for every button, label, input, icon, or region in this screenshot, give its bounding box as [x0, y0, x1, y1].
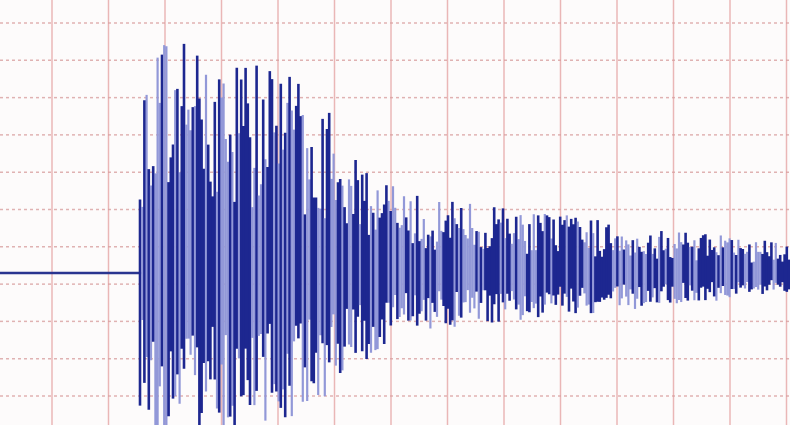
- seismic-trace: [0, 43, 790, 425]
